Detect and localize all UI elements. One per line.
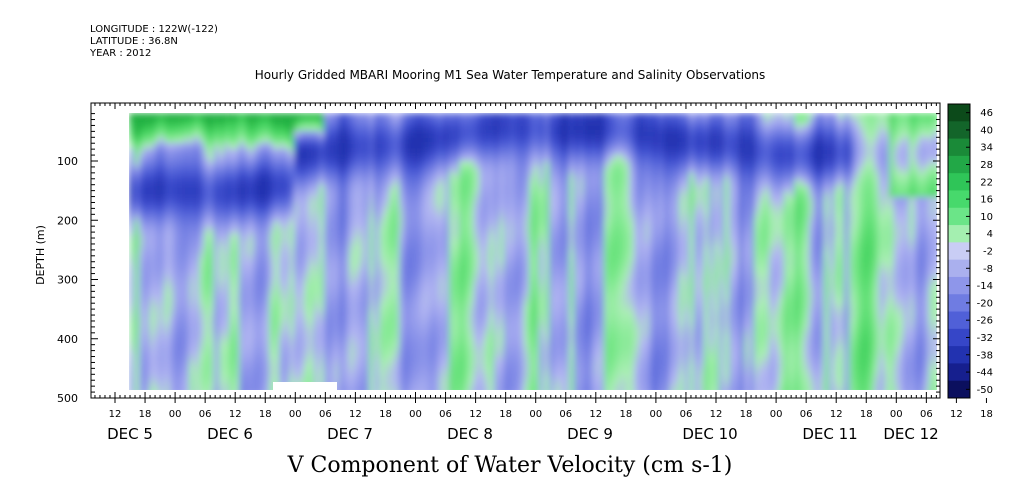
x-day-label: DEC 9 xyxy=(567,425,613,443)
x-day-label: DEC 5 xyxy=(107,425,153,443)
colorbar-swatch xyxy=(948,138,970,157)
colorbar: 46 40 34 28 22 16 10 4 -2 -8 -14 -20 -26 -32 -38 -44 -50 xyxy=(947,103,993,399)
colorbar-label: 40 xyxy=(980,125,993,136)
colorbar-label: 28 xyxy=(980,160,993,171)
colorbar-swatch xyxy=(948,104,970,122)
x-day-label: DEC 12 xyxy=(883,425,938,443)
x-tick-label: 00 xyxy=(770,409,783,420)
x-tick-label: 00 xyxy=(289,409,302,420)
colorbar-swatch xyxy=(948,294,970,313)
x-tick-label: 18 xyxy=(619,409,632,420)
x-tick-label: 12 xyxy=(469,409,482,420)
colorbar-swatch xyxy=(948,259,970,278)
x-tick-label: 12 xyxy=(710,409,723,420)
x-tick-label: 00 xyxy=(409,409,422,420)
latitude-label: LATITUDE : 36.8N xyxy=(90,36,178,47)
x-tick-label: 06 xyxy=(680,409,693,420)
colorbar-label: -20 xyxy=(977,298,993,309)
y-tick-label: 100 xyxy=(57,155,78,168)
colorbar-label: -50 xyxy=(977,385,993,396)
colorbar-swatch xyxy=(948,207,970,226)
y-tick-label: 500 xyxy=(57,392,78,405)
year-label: YEAR : 2012 xyxy=(90,48,152,59)
colorbar-swatch xyxy=(948,328,970,347)
heatmap-field xyxy=(129,113,937,390)
colorbar-label: 22 xyxy=(980,177,993,188)
colorbar-swatch xyxy=(948,190,970,209)
colorbar-label: -8 xyxy=(983,264,993,275)
y-tick-label: 200 xyxy=(57,214,78,227)
x-tick-label: 18 xyxy=(860,409,873,420)
colorbar-label: -44 xyxy=(977,368,993,379)
x-tick-label: 18 xyxy=(980,409,993,420)
colorbar-swatch xyxy=(948,346,970,364)
colorbar-label: 34 xyxy=(980,143,993,154)
x-tick-label: 06 xyxy=(439,409,452,420)
axes: 12 18 00 06 12 18 00 06 12 18 00 06 12 18 00 06 12 18 00 06… xyxy=(34,103,993,443)
x-tick-label: 18 xyxy=(499,409,512,420)
colorbar-label: -26 xyxy=(977,316,993,327)
x-day-label: DEC 10 xyxy=(682,425,737,443)
y-tick-label: 300 xyxy=(57,274,78,287)
x-tick-label: 06 xyxy=(920,409,933,420)
x-tick-label: 06 xyxy=(319,409,332,420)
x-axis-title: V Component of Water Velocity (cm s-1) xyxy=(287,453,733,478)
colorbar-swatch xyxy=(948,225,970,243)
x-tick-label: 12 xyxy=(830,409,843,420)
colorbar-label: -32 xyxy=(977,333,993,344)
x-tick-label: 12 xyxy=(349,409,362,420)
x-day-label: DEC 7 xyxy=(327,425,373,443)
colorbar-swatch xyxy=(948,276,970,295)
colorbar-label: -2 xyxy=(983,247,993,258)
x-day-label: DEC 11 xyxy=(802,425,857,443)
colorbar-swatch xyxy=(948,363,970,382)
y-tick-label: 400 xyxy=(57,333,78,346)
x-tick-label: 00 xyxy=(169,409,182,420)
x-tick-label: 00 xyxy=(650,409,663,420)
x-day-label: DEC 8 xyxy=(447,425,493,443)
colorbar-swatch xyxy=(948,121,970,140)
x-tick-label: 00 xyxy=(529,409,542,420)
colorbar-label: 4 xyxy=(987,229,993,240)
x-tick-label: 06 xyxy=(800,409,813,420)
colorbar-swatch xyxy=(948,173,970,191)
colorbar-swatch xyxy=(948,380,970,399)
x-tick-label: 12 xyxy=(229,409,242,420)
y-axis-title: DEPTH (m) xyxy=(34,225,47,285)
x-tick-label: 12 xyxy=(109,409,122,420)
x-tick-label: 18 xyxy=(259,409,272,420)
colorbar-swatch xyxy=(948,242,970,261)
colorbar-label: 10 xyxy=(980,212,993,223)
x-tick-label: 12 xyxy=(950,409,963,420)
data-gap xyxy=(273,382,337,390)
colorbar-label: -38 xyxy=(977,350,993,361)
x-day-label: DEC 6 xyxy=(207,425,253,443)
colorbar-swatch xyxy=(948,155,970,174)
x-tick-label: 06 xyxy=(199,409,212,420)
chart-title: Hourly Gridded MBARI Mooring M1 Sea Wate… xyxy=(254,68,766,82)
colorbar-swatch xyxy=(948,311,970,330)
x-tick-label: 06 xyxy=(559,409,572,420)
x-tick-label: 00 xyxy=(890,409,903,420)
x-tick-label: 18 xyxy=(379,409,392,420)
longitude-label: LONGITUDE : 122W(-122) xyxy=(90,24,218,35)
colorbar-label: 46 xyxy=(980,108,993,119)
x-tick-label: 12 xyxy=(589,409,602,420)
colorbar-label: 16 xyxy=(980,195,993,206)
x-tick-label: 18 xyxy=(740,409,753,420)
colorbar-label: -14 xyxy=(977,281,993,292)
x-tick-label: 18 xyxy=(139,409,152,420)
